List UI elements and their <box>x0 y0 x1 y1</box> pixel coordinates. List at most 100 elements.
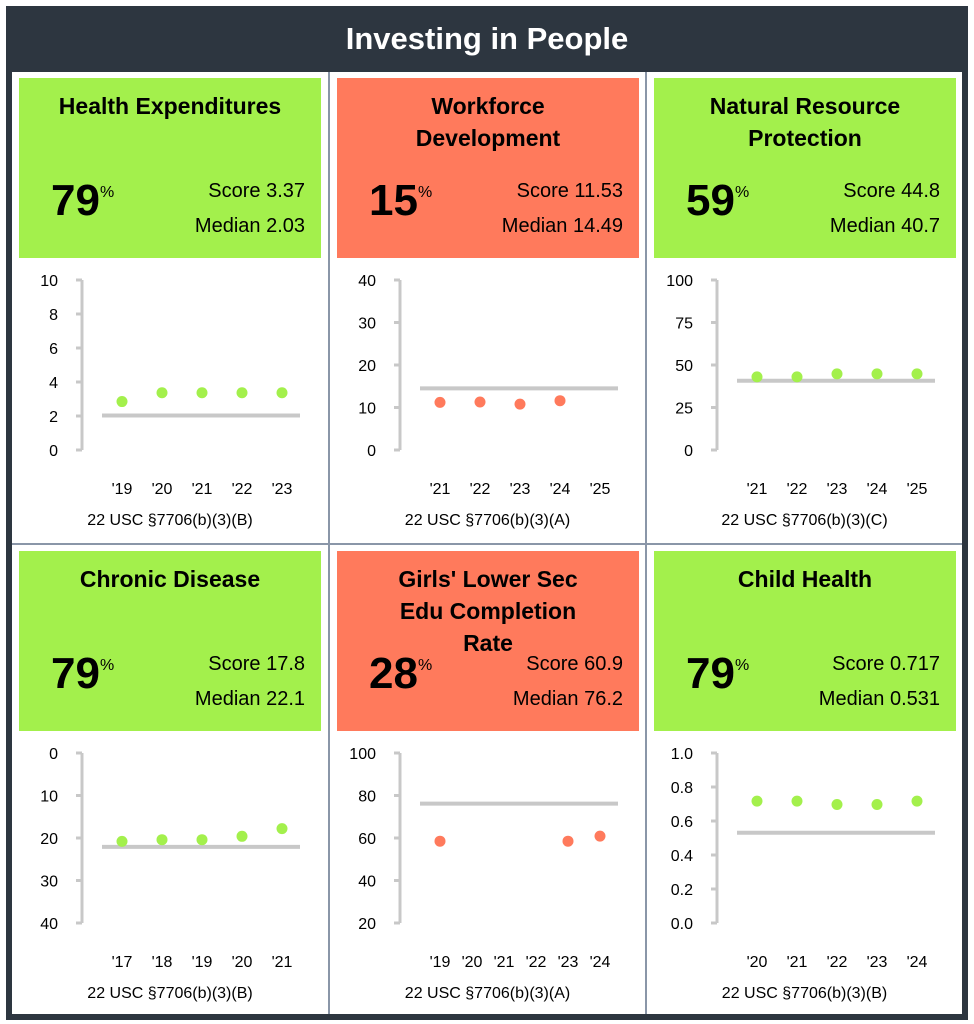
x-tick-label: '20 <box>232 954 253 971</box>
indicator-panel: Girls' Lower Sec Edu Completion Rate 28%… <box>330 545 645 1014</box>
data-point <box>236 387 248 399</box>
x-tick-label: '23 <box>558 954 579 971</box>
y-tick-label: 100 <box>666 273 693 290</box>
y-tick-label: 10 <box>40 273 58 290</box>
y-tick-label: 20 <box>40 831 58 848</box>
panel-grid: Health Expenditures 79% Score 3.37 Median… <box>12 72 962 1014</box>
data-point <box>871 368 883 380</box>
indicator-summary: Child Health 79% Score 0.717 Median 0.531 <box>654 551 956 731</box>
y-tick-label: 8 <box>49 307 58 324</box>
y-tick-label: 30 <box>358 316 376 333</box>
percentile: 59% <box>686 176 749 226</box>
score-block: Score 3.37 Median 2.03 <box>195 174 305 244</box>
x-tick-label: '18 <box>152 954 173 971</box>
data-point <box>514 398 526 410</box>
percentile-value: 79 <box>51 649 100 698</box>
x-tick-label: '25 <box>590 481 611 498</box>
x-tick-label: '21 <box>494 954 515 971</box>
indicator-summary: Natural Resource Protection 59% Score 44… <box>654 78 956 258</box>
data-point <box>751 795 763 807</box>
indicator-title: Health Expenditures <box>58 93 282 119</box>
x-tick-label: '19 <box>112 481 133 498</box>
percent-sign: % <box>99 657 115 674</box>
indicator-summary: Chronic Disease 79% Score 17.8 Median 22.… <box>19 551 321 731</box>
y-tick-label: 10 <box>40 789 58 806</box>
score: Score 17.8 <box>208 653 305 675</box>
page-title: Investing in People <box>345 21 629 56</box>
y-tick-label: 0.6 <box>671 814 693 831</box>
scatter-chart: 20 40 60 80 100 '19 '20 '21 '22 '23 '24 <box>349 746 618 971</box>
citation: 22 USC §7706(b)(3)(B) <box>87 985 253 1002</box>
data-point <box>434 835 446 847</box>
indicator-title: Natural Resource Protection <box>709 93 901 151</box>
data-point <box>554 395 566 407</box>
x-tick-label: '22 <box>787 481 808 498</box>
data-point <box>116 835 128 847</box>
y-tick-label: 20 <box>358 358 376 375</box>
percentile-value: 79 <box>51 176 100 225</box>
data-point <box>116 396 128 408</box>
x-tick-label: '21 <box>787 954 808 971</box>
data-point <box>791 795 803 807</box>
y-tick-label: 0 <box>367 443 376 460</box>
percentile: 79% <box>51 176 114 226</box>
percent-sign: % <box>417 184 433 201</box>
indicator-panel: Chronic Disease 79% Score 17.8 Median 22.… <box>12 545 328 1014</box>
indicator-panel: Natural Resource Protection 59% Score 44… <box>647 72 962 543</box>
indicator-title: Workforce Development <box>415 93 561 151</box>
indicator-summary: Girls' Lower Sec Edu Completion Rate 28%… <box>337 551 639 731</box>
score-block: Score 44.8 Median 40.7 <box>830 174 940 244</box>
indicator-summary: Health Expenditures 79% Score 3.37 Median… <box>19 78 321 258</box>
x-tick-label: '23 <box>827 481 848 498</box>
data-point <box>276 387 288 399</box>
x-tick-label: '24 <box>907 954 928 971</box>
median: Median 22.1 <box>194 688 305 710</box>
median: Median 2.03 <box>194 215 305 237</box>
percent-sign: % <box>417 657 433 674</box>
median: Median 40.7 <box>829 215 940 237</box>
y-tick-label: 0 <box>684 443 693 460</box>
score: Score 11.53 <box>516 180 623 202</box>
x-tick-label: '23 <box>272 481 293 498</box>
data-point <box>276 823 288 835</box>
y-tick-label: 50 <box>675 358 693 375</box>
y-tick-label: 80 <box>358 789 376 806</box>
x-tick-label: '25 <box>907 481 928 498</box>
data-point <box>474 396 486 408</box>
x-tick-label: '20 <box>152 481 173 498</box>
x-tick-label: '22 <box>470 481 491 498</box>
data-point <box>196 834 208 846</box>
indicator-title: Child Health <box>737 566 873 592</box>
scatter-chart: 0 10 20 30 40 '17 '18 '19 '20 '21 <box>40 746 300 971</box>
indicator-panel: Health Expenditures 79% Score 3.37 Median… <box>12 72 328 543</box>
indicator-summary: Workforce Development 15% Score 11.53 Med… <box>337 78 639 258</box>
indicator-panel: Child Health 79% Score 0.717 Median 0.531… <box>647 545 962 1014</box>
data-point <box>911 368 923 380</box>
x-tick-label: '19 <box>192 954 213 971</box>
percentile: 79% <box>686 649 749 699</box>
y-tick-label: 60 <box>358 831 376 848</box>
data-point <box>156 387 168 399</box>
y-tick-label: 0.0 <box>671 916 693 933</box>
y-tick-label: 40 <box>358 874 376 891</box>
data-point <box>831 368 843 380</box>
dashboard-frame: Investing in People Health Expenditures … <box>6 6 968 1020</box>
y-tick-label: 0 <box>49 746 58 763</box>
y-tick-label: 6 <box>49 341 58 358</box>
score-block: Score 0.717 Median 0.531 <box>819 647 940 717</box>
scatter-chart: 0.0 0.2 0.4 0.6 0.8 1.0 '20 '21 '22 '23 '24 <box>671 746 935 971</box>
x-tick-label: '24 <box>550 481 571 498</box>
y-tick-label: 30 <box>40 874 58 891</box>
scatter-chart: 0 25 50 75 100 '21 '22 '23 '24 '25 <box>666 273 935 498</box>
citation: 22 USC §7706(b)(3)(C) <box>721 512 888 529</box>
citation: 22 USC §7706(b)(3)(A) <box>404 512 571 529</box>
median: Median 76.2 <box>512 688 623 710</box>
percentile: 28% <box>369 649 432 699</box>
percentile-value: 15 <box>369 176 418 225</box>
x-tick-label: '21 <box>192 481 213 498</box>
citation: 22 USC §7706(b)(3)(B) <box>721 985 888 1002</box>
indicator-title: Chronic Disease <box>79 566 261 592</box>
percentile: 15% <box>369 176 432 226</box>
score: Score 0.717 <box>832 653 940 675</box>
data-point <box>562 835 574 847</box>
